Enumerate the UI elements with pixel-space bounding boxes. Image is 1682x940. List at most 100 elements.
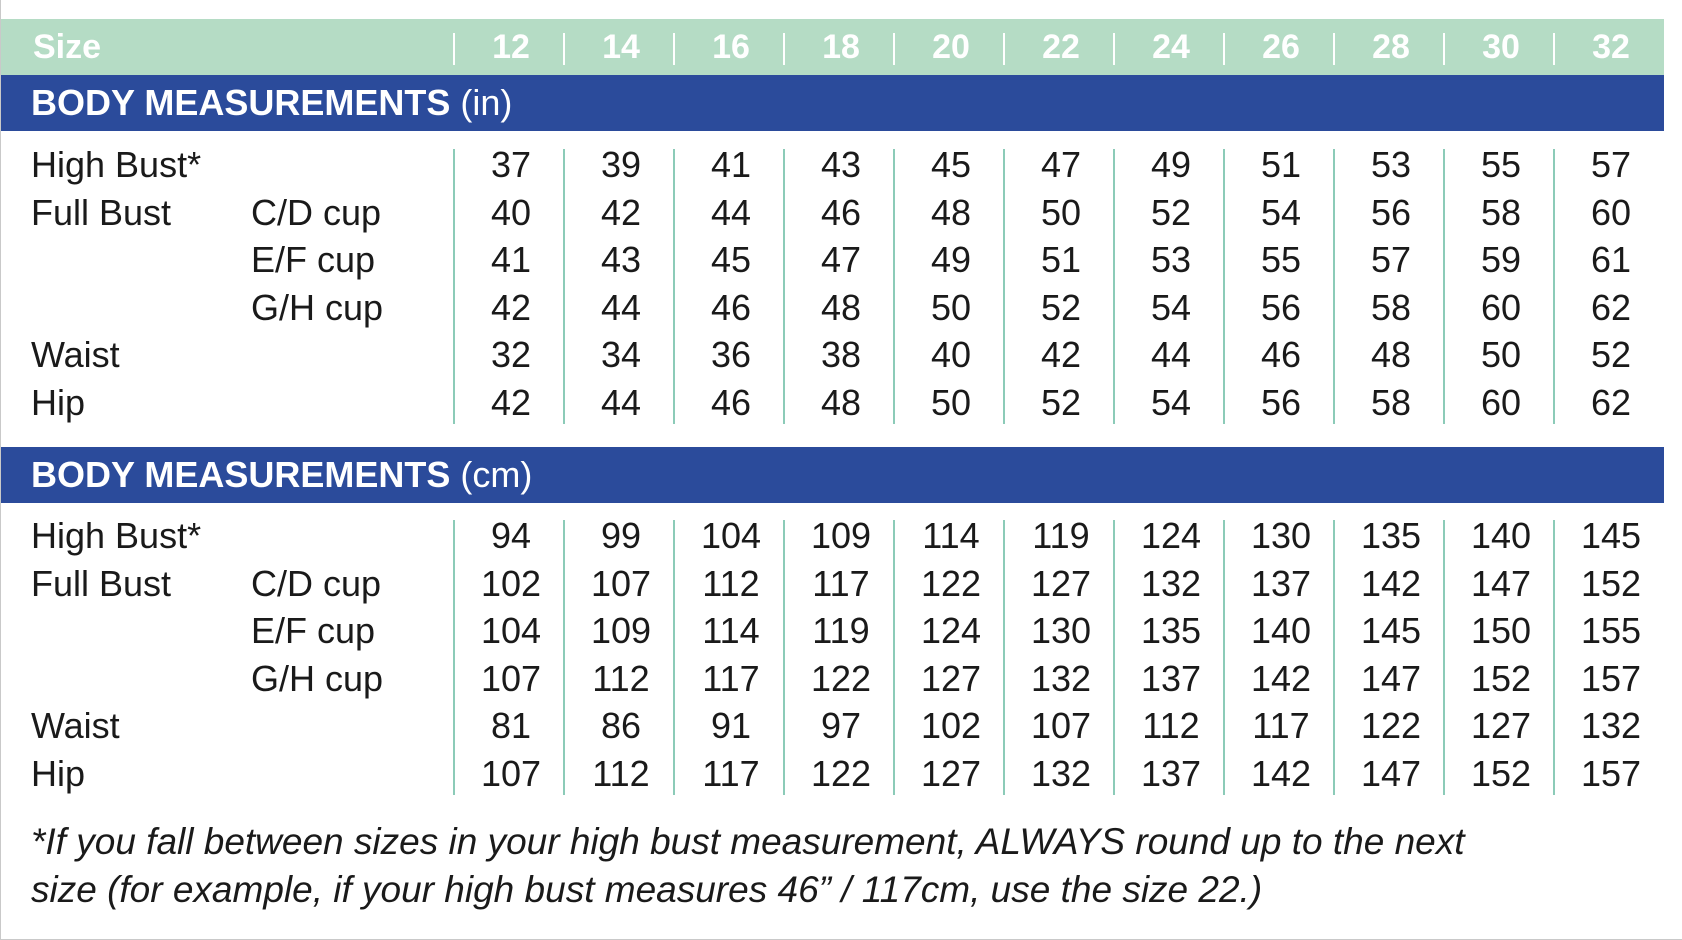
measurement-cell: 137 [1140, 657, 1202, 699]
measurement-cell: 142 [1250, 657, 1312, 699]
column-divider [1443, 520, 1445, 795]
row-sublabel: C/D cup [251, 191, 382, 233]
size-header-divider [453, 33, 455, 65]
measurement-cell: 40 [490, 191, 532, 233]
measurement-cell: 152 [1470, 752, 1532, 794]
measurement-cell: 47 [820, 239, 862, 280]
measurement-cell: 44 [710, 191, 752, 233]
measurement-cell: 112 [592, 657, 650, 699]
column-divider [1333, 520, 1335, 795]
measurement-cell: 44 [600, 286, 642, 328]
measurement-cell: 42 [1040, 334, 1082, 375]
measurement-cell: 48 [930, 191, 972, 233]
measurement-cell: 51 [1040, 239, 1082, 280]
column-divider [673, 149, 675, 424]
measurement-cell: 122 [810, 657, 872, 699]
measurement-cell: 132 [1030, 752, 1092, 794]
row-sublabel: E/F cup [251, 610, 376, 651]
column-divider [1553, 149, 1555, 424]
column-divider [1003, 520, 1005, 795]
footnote-line-2: size (for example, if your high bust mea… [31, 869, 1263, 910]
size-header-divider [673, 33, 675, 65]
row-label: Waist [31, 705, 120, 746]
size-header-cell: 16 [712, 28, 750, 66]
measurement-cell: 34 [600, 334, 642, 375]
measurement-cell: 50 [1480, 334, 1522, 375]
measurement-cell: 122 [1360, 705, 1422, 746]
column-divider [1223, 520, 1225, 795]
measurement-cell: 104 [700, 515, 762, 556]
measurement-cell: 52 [1040, 381, 1082, 423]
measurement-cell: 112 [1142, 705, 1200, 746]
measurement-cell: 117 [1252, 705, 1310, 746]
measurement-cell: 56 [1260, 286, 1302, 328]
measurement-cell: 132 [1580, 705, 1642, 746]
section-title-inches: BODY MEASUREMENTS (in) [1, 75, 1664, 131]
measurement-cell: 107 [480, 657, 542, 699]
measurement-cell: 52 [1590, 334, 1632, 375]
measurement-cell: 117 [812, 562, 870, 604]
measurement-cell: 46 [710, 381, 752, 423]
measurement-cell: 42 [600, 191, 642, 233]
measurement-cell: 140 [1250, 610, 1312, 651]
column-divider [1223, 149, 1225, 424]
measurement-cell: 41 [490, 239, 532, 280]
size-header-cell: 12 [492, 28, 530, 66]
measurement-cell: 51 [1260, 144, 1302, 185]
row-sublabel: C/D cup [251, 562, 382, 604]
measurement-cell: 62 [1590, 381, 1632, 423]
size-column-label: Size [33, 28, 102, 66]
row-label: Full Bust [31, 191, 172, 233]
column-divider [1113, 149, 1115, 424]
measurement-cell: 152 [1580, 562, 1642, 604]
measurement-cell: 53 [1370, 144, 1412, 185]
measurement-cell: 119 [812, 610, 870, 651]
measurement-cell: 54 [1260, 191, 1302, 233]
measurement-cell: 57 [1370, 239, 1412, 280]
measurement-cell: 57 [1590, 144, 1632, 185]
measurement-cell: 48 [1370, 334, 1412, 375]
footnote: *If you fall between sizes in your high … [31, 818, 1676, 914]
section-title-text: BODY MEASUREMENTS [31, 82, 451, 123]
measurement-cell: 40 [930, 334, 972, 375]
measurement-cell: 52 [1150, 191, 1192, 233]
measurement-cell: 55 [1260, 239, 1302, 280]
measurement-cell: 60 [1480, 286, 1522, 328]
measurement-cell: 46 [1260, 334, 1302, 375]
measurement-cell: 147 [1470, 562, 1532, 604]
measurement-cell: 114 [922, 515, 980, 556]
measurement-cell: 91 [710, 705, 752, 746]
footnote-line-1: *If you fall between sizes in your high … [31, 821, 1465, 862]
measurement-cell: 41 [710, 144, 752, 185]
measurement-cell: 127 [920, 657, 982, 699]
row-label: High Bust* [31, 515, 202, 556]
size-header-cell: 26 [1262, 28, 1300, 66]
row-sublabel: G/H cup [251, 657, 384, 699]
column-divider [563, 520, 565, 795]
measurement-cell: 127 [920, 752, 982, 794]
measurement-cell: 42 [490, 381, 532, 423]
measurement-cell: 46 [820, 191, 862, 233]
size-header-divider [1333, 33, 1335, 65]
size-header-divider [893, 33, 895, 65]
measurement-cell: 53 [1150, 239, 1192, 280]
measurement-cell: 157 [1580, 752, 1642, 794]
measurement-cell: 114 [702, 610, 760, 651]
measurement-cell: 81 [490, 705, 532, 746]
measurement-cell: 147 [1360, 752, 1422, 794]
measurement-cell: 39 [600, 144, 642, 185]
measurement-cell: 147 [1360, 657, 1422, 699]
measurement-cell: 157 [1580, 657, 1642, 699]
column-divider [1443, 149, 1445, 424]
measurement-cell: 44 [1150, 334, 1192, 375]
measurement-cell: 145 [1360, 610, 1422, 651]
row-label: High Bust* [31, 144, 202, 185]
row-label: Hip [31, 752, 86, 794]
measurement-cell: 46 [710, 286, 752, 328]
size-header-row: Size 12 14 16 18 20 22 24 26 28 30 32 [1, 19, 1664, 76]
measurement-cell: 94 [490, 515, 532, 556]
measurement-cell: 62 [1590, 286, 1632, 328]
measurement-cell: 45 [710, 239, 752, 280]
measurement-cell: 109 [590, 610, 652, 651]
measurement-cell: 127 [1470, 705, 1532, 746]
